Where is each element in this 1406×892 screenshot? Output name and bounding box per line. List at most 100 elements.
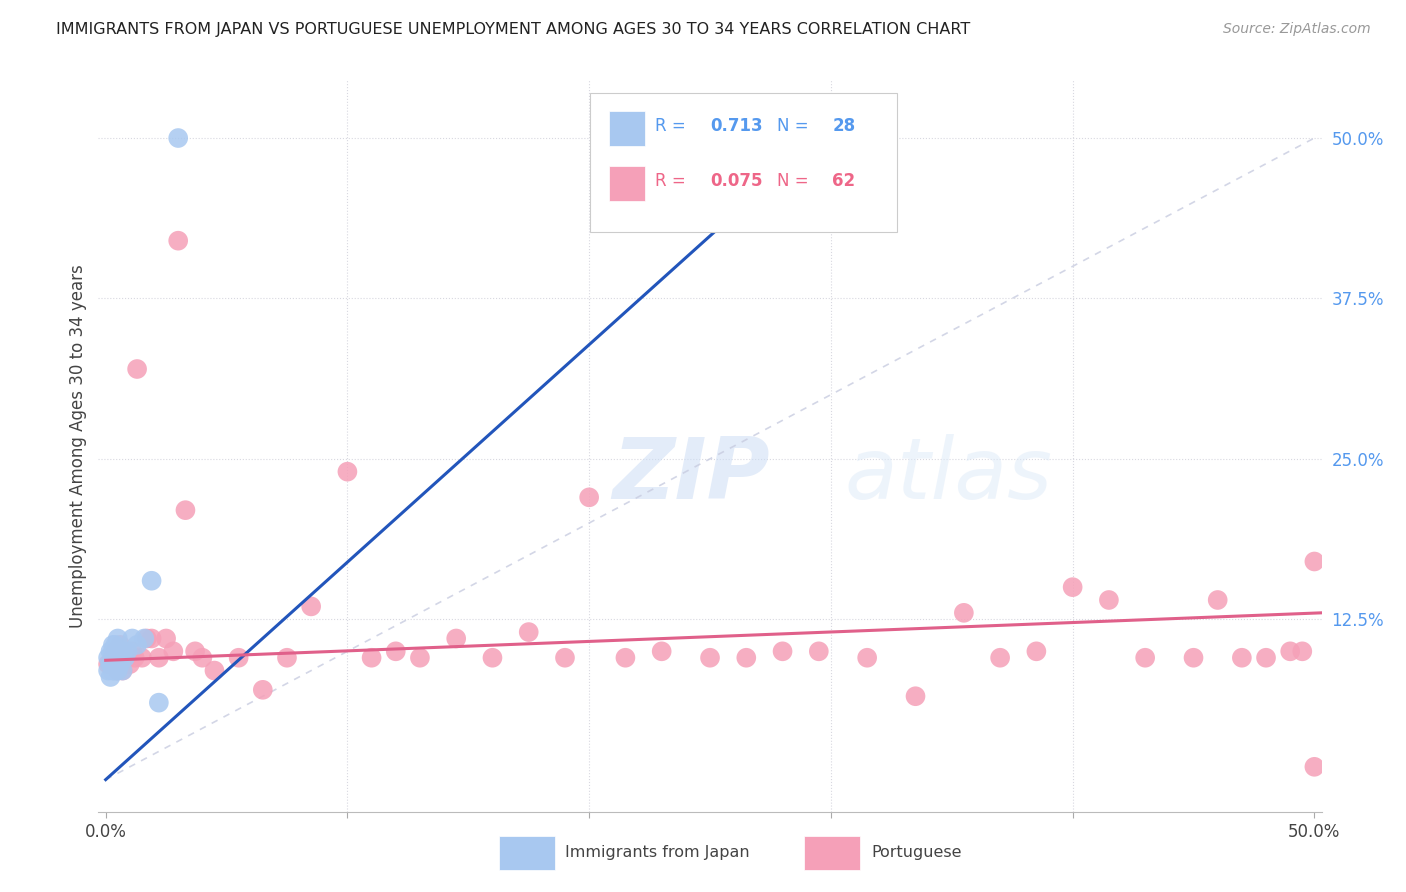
Point	[100, 644, 122, 658]
Point	[117, 650, 139, 665]
Point	[162, 644, 184, 658]
Point	[111, 664, 134, 678]
Point	[699, 650, 721, 665]
Point	[1025, 644, 1047, 658]
Point	[121, 644, 143, 658]
Y-axis label: Unemployment Among Ages 30 to 34 years: Unemployment Among Ages 30 to 34 years	[69, 264, 87, 628]
Point	[988, 650, 1011, 665]
Text: Source: ZipAtlas.com: Source: ZipAtlas.com	[1223, 22, 1371, 37]
Text: 62: 62	[832, 172, 855, 190]
Point	[108, 650, 131, 665]
Point	[167, 234, 190, 248]
Point	[1133, 650, 1156, 665]
Point	[100, 657, 122, 672]
Point	[141, 574, 163, 588]
Bar	[609, 166, 645, 201]
Point	[107, 657, 129, 672]
Text: 0.075: 0.075	[710, 172, 762, 190]
Point	[1062, 580, 1084, 594]
Point	[409, 650, 432, 665]
Point	[107, 664, 129, 678]
Point	[614, 650, 637, 665]
Text: ZIP: ZIP	[612, 434, 770, 516]
Point	[1279, 644, 1302, 658]
Point	[101, 650, 124, 665]
Text: Portuguese: Portuguese	[872, 846, 962, 860]
Point	[114, 650, 136, 665]
Point	[184, 644, 207, 658]
Point	[735, 650, 758, 665]
Point	[101, 664, 124, 678]
Point	[97, 650, 120, 665]
Point	[517, 625, 540, 640]
Bar	[609, 111, 645, 146]
Point	[953, 606, 976, 620]
Point	[104, 638, 127, 652]
Point	[1291, 644, 1313, 658]
Point	[904, 690, 927, 704]
Point	[276, 650, 298, 665]
Point	[104, 664, 127, 678]
Point	[1230, 650, 1253, 665]
FancyBboxPatch shape	[591, 93, 897, 233]
Point	[107, 664, 129, 678]
Point	[252, 682, 274, 697]
Point	[554, 650, 576, 665]
Point	[127, 638, 149, 652]
Point	[131, 650, 153, 665]
Text: N =: N =	[778, 118, 814, 136]
Point	[134, 632, 156, 646]
Point	[807, 644, 830, 658]
Point	[651, 644, 673, 658]
Point	[114, 650, 136, 665]
Point	[100, 670, 122, 684]
Point	[107, 644, 129, 658]
Point	[97, 664, 120, 678]
Point	[336, 465, 359, 479]
Point	[155, 632, 177, 646]
Point	[360, 650, 382, 665]
Point	[299, 599, 322, 614]
Point	[578, 491, 600, 505]
Point	[204, 664, 226, 678]
Point	[111, 644, 134, 658]
Point	[444, 632, 467, 646]
Point	[856, 650, 879, 665]
Point	[1206, 593, 1229, 607]
Point	[121, 632, 143, 646]
Text: N =: N =	[778, 172, 814, 190]
Point	[101, 657, 124, 672]
Text: Immigrants from Japan: Immigrants from Japan	[565, 846, 749, 860]
Point	[1303, 760, 1326, 774]
Point	[141, 632, 163, 646]
Point	[1254, 650, 1277, 665]
Point	[117, 644, 139, 658]
Point	[1182, 650, 1205, 665]
Point	[108, 638, 131, 652]
Point	[107, 632, 129, 646]
Point	[118, 657, 141, 672]
Point	[108, 644, 131, 658]
Point	[772, 644, 794, 658]
Point	[1098, 593, 1121, 607]
Point	[174, 503, 197, 517]
Text: 0.713: 0.713	[710, 118, 762, 136]
Text: IMMIGRANTS FROM JAPAN VS PORTUGUESE UNEMPLOYMENT AMONG AGES 30 TO 34 YEARS CORRE: IMMIGRANTS FROM JAPAN VS PORTUGUESE UNEM…	[56, 22, 970, 37]
Point	[228, 650, 250, 665]
Point	[104, 650, 127, 665]
Point	[384, 644, 406, 658]
Point	[481, 650, 503, 665]
Point	[101, 644, 124, 658]
Point	[191, 650, 214, 665]
Point	[101, 638, 124, 652]
Point	[111, 644, 134, 658]
Point	[148, 696, 170, 710]
Point	[135, 632, 157, 646]
Point	[104, 650, 127, 665]
Point	[100, 657, 122, 672]
Point	[124, 650, 146, 665]
Point	[97, 657, 120, 672]
Point	[167, 131, 190, 145]
Point	[111, 664, 134, 678]
Point	[148, 650, 170, 665]
